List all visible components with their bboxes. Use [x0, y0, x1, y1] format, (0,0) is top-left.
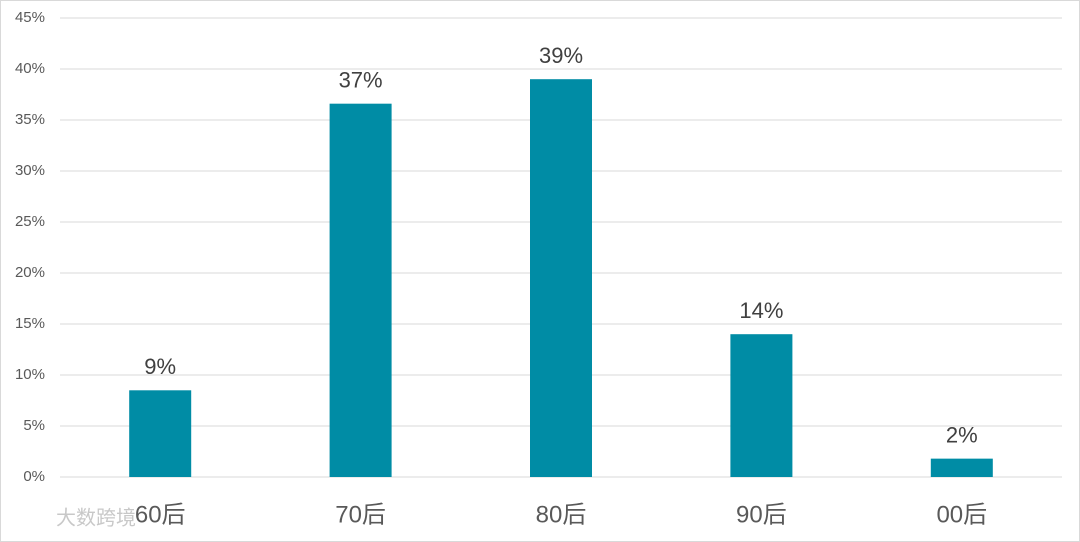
bar — [730, 334, 793, 477]
y-tick-label: 45% — [15, 9, 45, 26]
bar — [530, 79, 592, 477]
value-label: 39% — [539, 43, 583, 68]
x-tick-label: 90后 — [736, 501, 787, 528]
x-tick-label: 60后 — [135, 501, 186, 528]
y-tick-label: 5% — [23, 417, 45, 434]
x-tick-label: 70后 — [335, 501, 386, 528]
value-label: 37% — [339, 67, 383, 92]
bar — [129, 390, 192, 477]
y-tick-label: 40% — [15, 60, 45, 77]
y-tick-label: 20% — [15, 264, 45, 281]
bar — [930, 458, 993, 477]
y-tick-label: 0% — [23, 468, 45, 485]
value-label: 14% — [739, 298, 783, 323]
y-tick-label: 30% — [15, 162, 45, 179]
y-tick-label: 15% — [15, 315, 45, 332]
value-label: 2% — [946, 422, 978, 447]
y-tick-label: 10% — [15, 366, 45, 383]
x-tick-label: 00后 — [936, 501, 987, 528]
watermark: 大数跨境 — [56, 506, 136, 529]
x-tick-label: 80后 — [536, 501, 587, 528]
y-tick-label: 25% — [15, 213, 45, 230]
bar — [329, 103, 392, 478]
value-label: 9% — [144, 354, 176, 379]
y-tick-label: 35% — [15, 111, 45, 128]
